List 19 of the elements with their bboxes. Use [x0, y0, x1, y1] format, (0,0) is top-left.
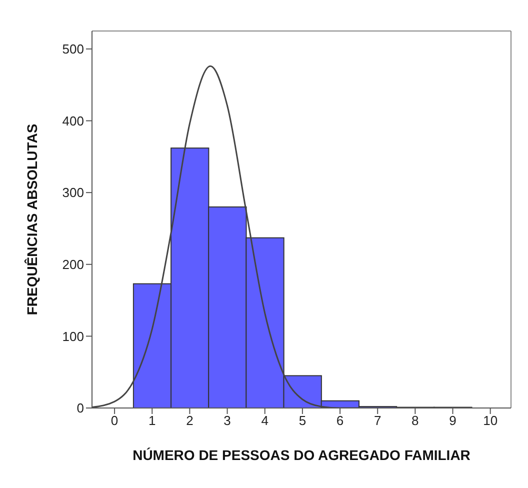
- y-tick-label: 300: [62, 185, 84, 200]
- y-tick-label: 0: [76, 400, 84, 416]
- x-tick-label: 7: [374, 413, 382, 428]
- y-axis-title: FREQUÊNCIAS ABSOLUTAS: [24, 124, 40, 316]
- x-tick-label: 8: [412, 413, 419, 428]
- y-tick-label: 500: [62, 42, 84, 57]
- x-axis-title: NÚMERO DE PESSOAS DO AGREGADO FAMILIAR: [132, 447, 470, 463]
- x-tick-label: 10: [483, 413, 498, 428]
- x-tick-label: 6: [336, 413, 344, 428]
- x-tick-label: 9: [449, 413, 456, 428]
- x-tick-label: 0: [110, 413, 118, 428]
- x-tick-label: 2: [186, 413, 194, 428]
- y-tick-label: 200: [62, 256, 84, 272]
- x-tick-label: 1: [148, 413, 156, 428]
- x-tick-label: 4: [261, 413, 268, 428]
- x-tick-label: 5: [298, 413, 306, 428]
- x-tick-label: 3: [224, 413, 231, 428]
- y-tick-label: 400: [62, 113, 84, 128]
- y-tick-label: 100: [62, 328, 84, 344]
